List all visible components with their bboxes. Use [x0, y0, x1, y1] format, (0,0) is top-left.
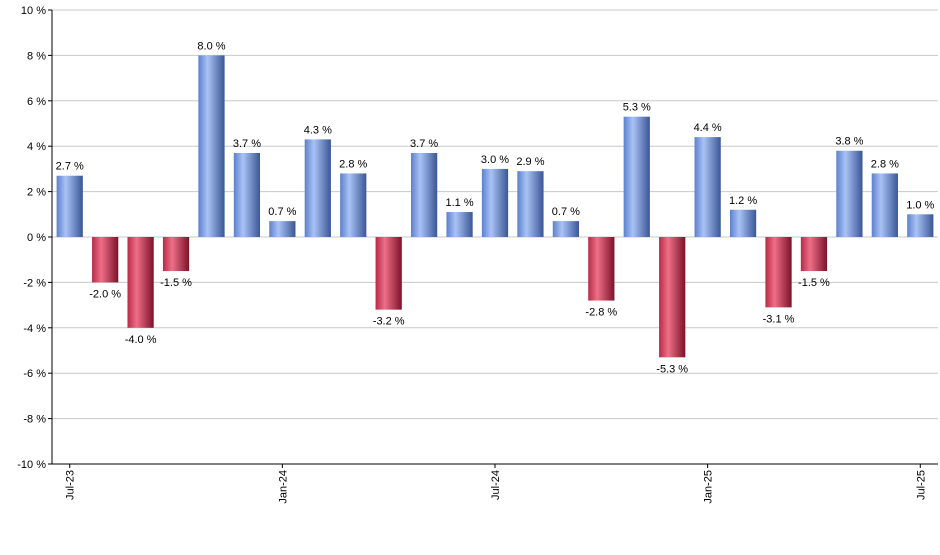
y-tick-label: 4 % [27, 141, 46, 153]
bar-May-24 [411, 153, 438, 237]
x-tick-label: Jan-24 [277, 470, 289, 504]
bar-Apr-24 [375, 237, 402, 310]
data-label: 3.0 % [481, 154, 509, 166]
y-tick-label: -10 % [17, 459, 46, 471]
x-tick-label: Jul-24 [490, 470, 502, 500]
bar-Nov-23 [198, 55, 225, 238]
y-tick-label: 6 % [27, 96, 46, 108]
bar-Jan-25 [694, 137, 721, 237]
y-tick-label: -2 % [23, 277, 46, 289]
y-tick-label: 10 % [21, 5, 46, 17]
x-tick-label: Jan-25 [703, 470, 715, 504]
data-label: -3.2 % [373, 316, 405, 328]
bar-Mar-25 [765, 237, 792, 308]
data-label: 3.7 % [233, 138, 261, 150]
bar-Jul-23 [56, 175, 83, 237]
bar-Jan-24 [269, 221, 296, 237]
bar-Jun-24 [446, 212, 473, 237]
y-tick-label: -8 % [23, 414, 46, 426]
bar-Jun-25 [871, 173, 898, 237]
data-label: 1.0 % [906, 199, 934, 211]
bar-Mar-24 [340, 173, 367, 237]
data-label: -4.0 % [125, 334, 157, 346]
data-label: 1.1 % [445, 197, 473, 209]
data-label: 2.8 % [339, 158, 367, 170]
data-label: 3.8 % [835, 136, 863, 148]
y-tick-label: 8 % [27, 50, 46, 62]
bar-Jul-24 [481, 168, 509, 237]
data-labels: 2.7 % -2.0 % -4.0 % -1.5 % 8.0 % 3.7 % 0.7 % 4.… [56, 40, 935, 375]
data-label: 2.7 % [56, 161, 84, 173]
bars [56, 55, 934, 358]
bar-Nov-24 [623, 116, 650, 237]
y-tick-label: -4 % [23, 323, 46, 335]
bar-Feb-24 [304, 139, 331, 237]
bar-Dec-23 [233, 153, 261, 237]
data-label: 5.3 % [623, 102, 651, 114]
data-label: 4.4 % [694, 122, 722, 134]
data-label: -1.5 % [798, 277, 830, 289]
axes: 10 % 8 % 6 % 4 % 2 % 0 % -2 % -4 % -6 % -8 % -10 %… [17, 5, 938, 504]
bar-Dec-24 [659, 237, 686, 358]
data-label: 0.7 % [268, 206, 296, 218]
data-label: -1.5 % [160, 277, 192, 289]
data-label: 3.7 % [410, 138, 438, 150]
y-tick-label: -6 % [23, 368, 46, 380]
data-label: 2.8 % [871, 158, 899, 170]
data-label: -5.3 % [656, 363, 688, 375]
bar-Oct-23 [162, 237, 190, 272]
y-tick-label: 2 % [27, 187, 46, 199]
data-label: 1.2 % [729, 195, 757, 207]
bar-Sep-24 [552, 221, 579, 237]
bar-Feb-25 [729, 209, 757, 237]
bar-Sep-23 [127, 237, 154, 328]
bar-Aug-24 [517, 171, 544, 237]
data-label: 4.3 % [304, 124, 332, 136]
data-label: -3.1 % [763, 313, 795, 325]
data-label: 2.9 % [516, 156, 544, 168]
x-tick-label: Jul-25 [915, 470, 927, 500]
x-tick-label: Jul-23 [65, 470, 77, 500]
bar-Apr-25 [800, 237, 828, 272]
y-tick-label: 0 % [27, 232, 46, 244]
data-label: 8.0 % [197, 40, 225, 52]
bar-May-25 [836, 150, 863, 237]
bar-Jul-25 [907, 214, 934, 237]
bar-Oct-24 [588, 237, 615, 301]
bar-Aug-23 [92, 237, 119, 283]
data-label: 0.7 % [552, 206, 580, 218]
data-label: -2.0 % [89, 288, 121, 300]
data-label: -2.8 % [585, 307, 617, 319]
